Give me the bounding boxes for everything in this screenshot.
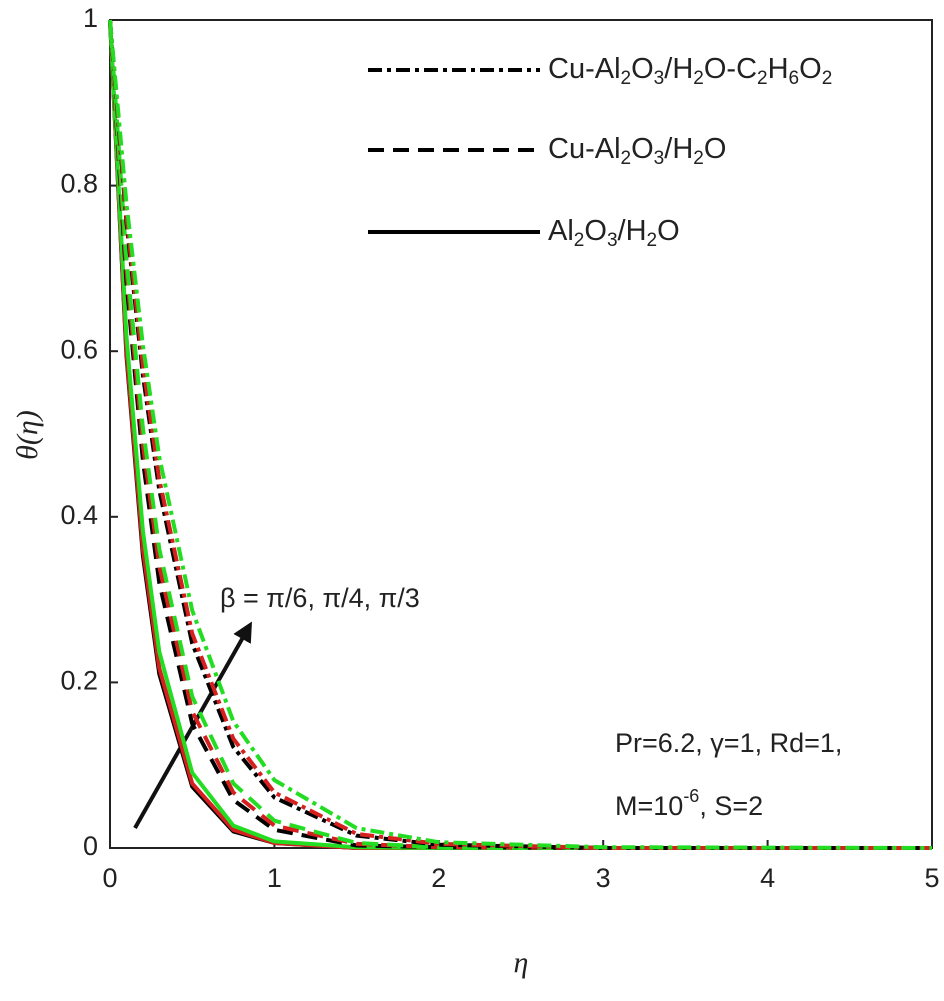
y-tick-label: 0 (83, 831, 98, 861)
y-tick-label: 0.2 (60, 666, 98, 696)
curve (108, 19, 932, 850)
curve (108, 19, 932, 850)
y-tick-label: 0.6 (60, 334, 98, 364)
legend-label: Cu-Al2​O3​/H2​O-C2​H6​O2​ (548, 53, 832, 89)
y-axis-label: θ(η) (11, 410, 44, 460)
curve (108, 19, 932, 850)
plot-frame (109, 19, 933, 849)
y-tick-label: 1 (83, 3, 98, 33)
x-tick-label: 2 (431, 863, 446, 893)
x-tick-label: 3 (596, 863, 611, 893)
y-tick-label: 0.4 (60, 500, 98, 530)
curve (108, 19, 932, 850)
annotation: β = π/6, π/4, π/3 (220, 583, 420, 613)
legend-label: Al2​O3​/H2​O (548, 215, 680, 251)
x-axis-label: η (514, 946, 529, 979)
curve (108, 19, 932, 850)
curve (108, 19, 933, 850)
x-tick-label: 4 (760, 863, 775, 893)
curve (108, 19, 932, 850)
legend-label: Cu-Al2​O3​/H2​O (548, 133, 726, 169)
y-tick-label: 0.8 (60, 169, 98, 199)
annotation: M=10-6​, S=2 (615, 786, 763, 821)
curve (108, 19, 932, 850)
curve (108, 19, 932, 850)
annotation: Pr=6.2, γ=1, Rd=1, (615, 728, 842, 758)
x-tick-label: 1 (267, 863, 282, 893)
x-tick-label: 0 (102, 863, 117, 893)
x-tick-label: 5 (924, 863, 939, 893)
